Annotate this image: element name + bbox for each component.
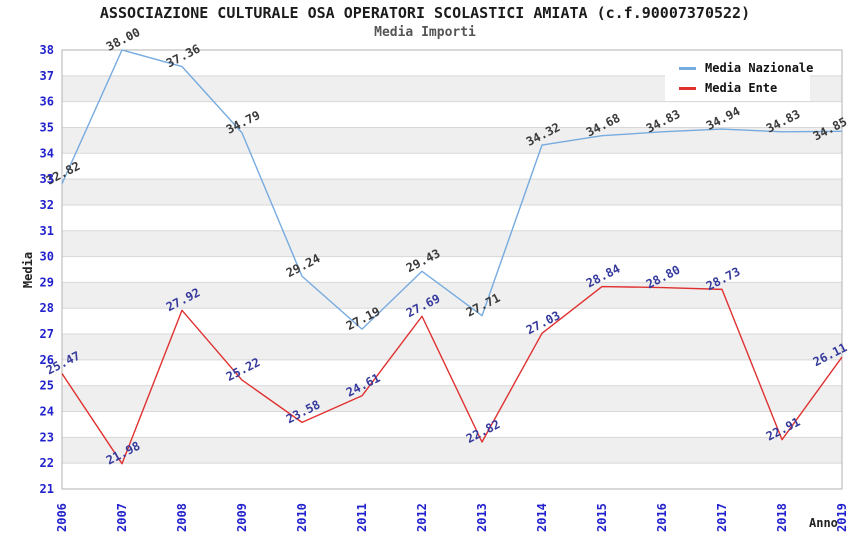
x-tick-label: 2008: [175, 503, 189, 532]
y-tick-label: 25: [40, 379, 54, 393]
plot-band: [62, 256, 842, 283]
y-tick-label: 35: [40, 120, 54, 134]
plot-band: [62, 179, 842, 205]
plot-band: [62, 385, 842, 412]
x-tick-label: 2019: [835, 503, 849, 532]
y-tick-label: 36: [40, 95, 54, 109]
plot-band: [62, 334, 842, 360]
series-line-media-ente: [61, 285, 843, 465]
y-tick-label: 23: [40, 430, 54, 444]
y-tick-label: 34: [40, 146, 54, 160]
x-tick-label: 2012: [415, 503, 429, 532]
y-tick-label: 33: [40, 172, 54, 186]
plot-band: [62, 230, 842, 257]
plot-band: [62, 282, 842, 309]
y-tick-label: 38: [40, 43, 54, 57]
legend-label: Media Ente: [705, 81, 778, 95]
plot-band: [62, 204, 842, 231]
plot-band: [62, 153, 842, 180]
series-line-media-nazionale: [61, 49, 843, 330]
media-nazionale-line-swatch-icon: [679, 66, 696, 70]
media-ente-line-swatch-icon: [679, 86, 696, 90]
x-tick-label: 2011: [355, 503, 369, 532]
y-tick-label: 29: [40, 275, 54, 289]
plot-band: [62, 359, 842, 386]
y-tick-label: 24: [40, 405, 54, 419]
chart-title: ASSOCIAZIONE CULTURALE OSA OPERATORI SCO…: [99, 4, 751, 22]
x-tick-label: 2007: [115, 503, 129, 532]
x-tick-label: 2009: [235, 503, 249, 532]
legend-label: Media Nazionale: [705, 61, 814, 75]
chart-subtitle: Media Importi: [374, 25, 476, 40]
legend-item-media-ente: Media Ente: [679, 81, 810, 95]
plot-band: [62, 437, 842, 464]
plot-border: [61, 49, 843, 490]
plot-band: [62, 411, 842, 438]
x-tick-label: 2014: [535, 503, 549, 532]
x-axis-title: Anno: [809, 516, 838, 530]
plot-band: [62, 127, 842, 154]
y-tick-label: 37: [40, 69, 54, 83]
x-tick-label: 2018: [775, 503, 789, 532]
y-tick-label: 30: [40, 250, 54, 264]
y-tick-label: 27: [40, 327, 54, 341]
x-tick-label: 2010: [295, 503, 309, 532]
y-tick-label: 21: [40, 482, 54, 496]
plot-band: [62, 308, 842, 335]
plot-band: [62, 463, 842, 489]
y-axis-title: Media: [21, 251, 35, 289]
y-tick-label: 31: [40, 224, 54, 238]
x-tick-label: 2015: [595, 503, 609, 532]
plot-band: [62, 101, 842, 128]
x-tick-label: 2013: [475, 503, 489, 532]
y-tick-label: 28: [40, 301, 54, 315]
x-tick-label: 2006: [55, 503, 69, 532]
y-tick-label: 26: [40, 353, 54, 367]
x-tick-label: 2016: [655, 503, 669, 532]
y-tick-label: 22: [40, 456, 54, 470]
y-tick-label: 32: [40, 198, 54, 212]
chart-legend: Media Nazionale Media Ente: [665, 55, 814, 101]
x-tick-label: 2017: [715, 503, 729, 532]
legend-item-media-nazionale: Media Nazionale: [679, 61, 814, 75]
